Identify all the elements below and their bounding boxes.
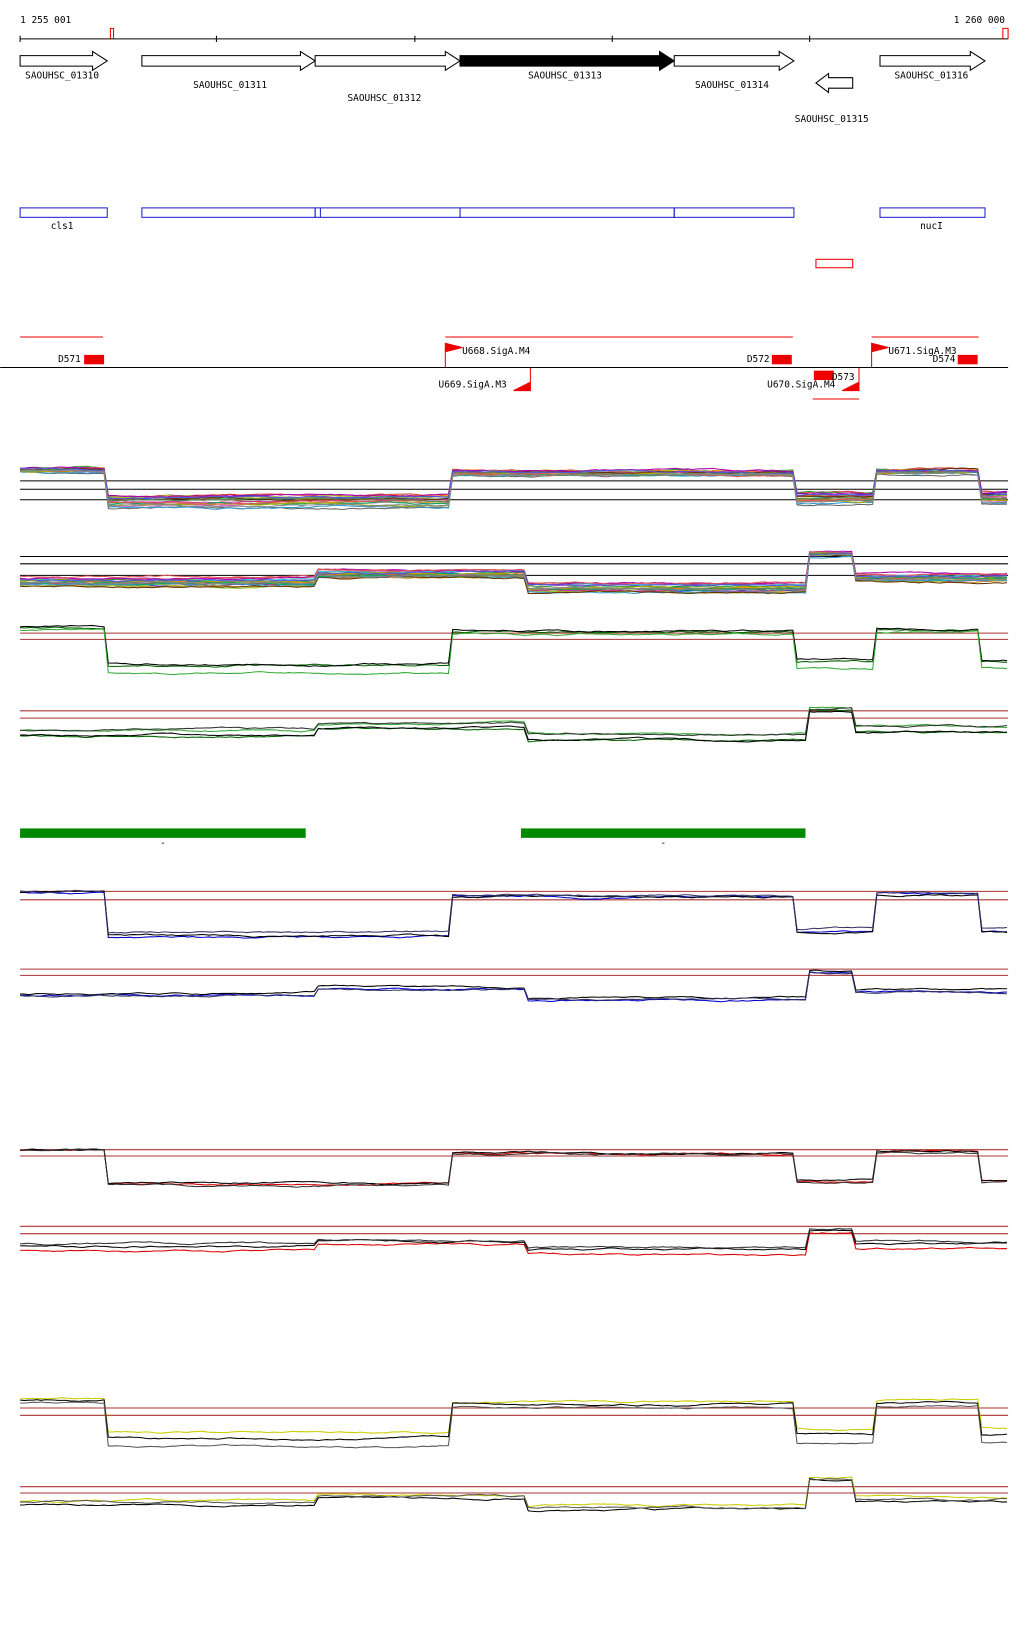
site-label: D574 bbox=[933, 354, 956, 365]
feature-label: nucI bbox=[920, 221, 943, 232]
expression-trace bbox=[20, 628, 1008, 676]
site-label: D572 bbox=[747, 354, 770, 365]
site-flag bbox=[444, 342, 463, 368]
gene-arrow bbox=[673, 50, 795, 72]
expression-trace bbox=[20, 470, 1008, 511]
expression-trace bbox=[20, 706, 1008, 736]
expression-trace bbox=[20, 624, 1008, 667]
site-label: U668.SigA.M4 bbox=[462, 346, 531, 357]
expression-trace bbox=[20, 971, 1008, 1003]
site-label: U669.SigA.M3 bbox=[439, 379, 507, 390]
expression-trace bbox=[20, 890, 1008, 938]
expression-trace bbox=[20, 1228, 1008, 1249]
expression-trace bbox=[20, 707, 1008, 737]
site-flag bbox=[871, 342, 889, 368]
expression-trace bbox=[20, 467, 1008, 499]
site-flag bbox=[841, 367, 860, 392]
site-label: D573 bbox=[832, 372, 855, 383]
site-box bbox=[957, 354, 978, 365]
site-box bbox=[84, 354, 105, 365]
segment-label: - bbox=[660, 838, 666, 849]
expression-trace bbox=[20, 471, 1008, 510]
expression-trace bbox=[20, 469, 1008, 505]
expression-trace bbox=[20, 1397, 1008, 1435]
site-box bbox=[771, 354, 792, 365]
ruler-marker bbox=[109, 27, 1009, 39]
rna-box bbox=[815, 258, 854, 269]
feature-box bbox=[879, 207, 986, 218]
expression-trace bbox=[20, 552, 1008, 587]
gene-arrow bbox=[19, 50, 109, 72]
expression-trace bbox=[20, 550, 1008, 586]
ruler-end: 1 260 000 bbox=[954, 15, 1005, 26]
feature-box bbox=[673, 207, 795, 218]
gene-label: SAOUHSC_01310 bbox=[25, 71, 99, 82]
site-label: U670.SigA.M4 bbox=[767, 379, 836, 390]
expression-trace bbox=[20, 1232, 1008, 1257]
gene-arrow bbox=[815, 72, 854, 94]
gene-label: SAOUHSC_01313 bbox=[528, 71, 602, 82]
expression-trace bbox=[20, 1148, 1008, 1188]
expression-trace bbox=[20, 1399, 1008, 1442]
expression-trace bbox=[20, 466, 1008, 498]
segment-bar bbox=[520, 828, 806, 838]
site-flag bbox=[513, 367, 531, 392]
gene-arrow bbox=[879, 50, 986, 72]
site-label: D571 bbox=[58, 354, 81, 365]
expression-trace bbox=[20, 553, 1008, 595]
gene-label: SAOUHSC_01311 bbox=[193, 80, 267, 91]
feature-box bbox=[141, 207, 316, 218]
expression-trace bbox=[20, 553, 1008, 592]
expression-trace bbox=[20, 469, 1008, 508]
expression-trace bbox=[20, 1148, 1008, 1186]
feature-box bbox=[314, 207, 461, 218]
feature-box bbox=[459, 207, 675, 218]
gene-label: SAOUHSC_01314 bbox=[695, 80, 769, 91]
expression-trace bbox=[20, 971, 1008, 1001]
expression-trace bbox=[20, 889, 1008, 934]
segment-label: - bbox=[160, 838, 166, 849]
gene-label: SAOUHSC_01316 bbox=[895, 71, 969, 82]
expression-trace bbox=[20, 891, 1008, 939]
gene-label: SAOUHSC_01312 bbox=[347, 93, 421, 104]
segment-bar bbox=[20, 828, 306, 838]
expression-trace bbox=[20, 710, 1008, 743]
ruler-start: 1 255 001 bbox=[20, 15, 71, 26]
gene-arrow bbox=[459, 50, 676, 72]
expression-trace bbox=[20, 969, 1008, 1000]
gene-label: SAOUHSC_01315 bbox=[795, 114, 869, 125]
expression-trace bbox=[20, 1401, 1008, 1449]
gene-arrow bbox=[314, 50, 461, 72]
expression-trace bbox=[20, 1229, 1008, 1251]
expression-trace bbox=[20, 1478, 1008, 1510]
site-label: U671.SigA.M3 bbox=[888, 346, 956, 357]
expression-trace bbox=[20, 1148, 1008, 1186]
expression-trace bbox=[20, 1478, 1008, 1513]
feature-label: cls1 bbox=[51, 221, 74, 232]
expression-trace bbox=[20, 467, 1008, 500]
feature-box bbox=[19, 207, 108, 218]
site-box bbox=[813, 370, 834, 381]
expression-trace bbox=[20, 709, 1008, 743]
gene-arrow bbox=[141, 50, 317, 72]
